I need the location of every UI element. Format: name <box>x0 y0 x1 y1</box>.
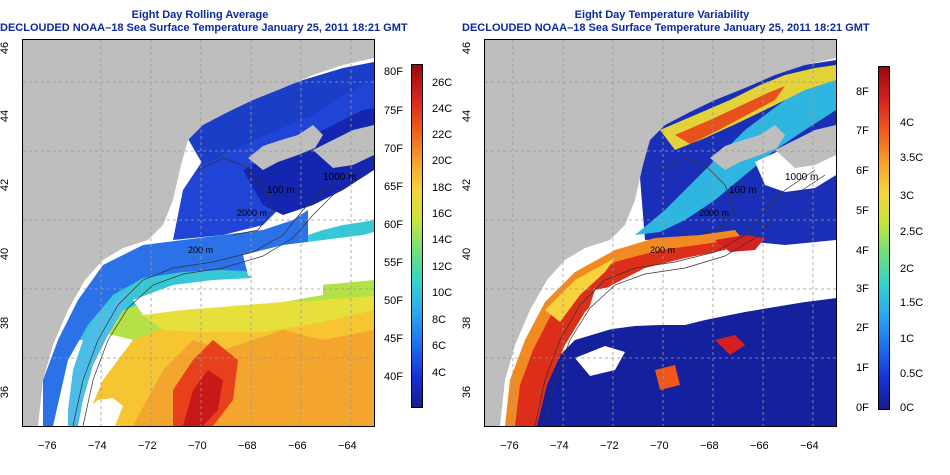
left-cbar-c-label: 8C <box>432 314 447 326</box>
right-colorbar <box>878 66 890 410</box>
left-cbar-c-label: 22C <box>432 129 453 141</box>
right-cbar-f-label: 4F <box>856 245 869 257</box>
left-cbar-c-label: 26C <box>432 77 453 89</box>
left-cbar-f-label: 70F <box>384 143 403 155</box>
left-lon-tick: −74 <box>88 440 107 452</box>
right-cbar-f-label: 5F <box>856 205 869 217</box>
right-lon-tick: −70 <box>650 440 669 452</box>
left-cbar-c-label: 12C <box>432 261 453 273</box>
left-map-subtitle: DECLOUDED NOAA–18 Sea Surface Temperatur… <box>0 22 408 34</box>
right-cbar-c-label: 1.5C <box>900 297 924 309</box>
left-contour-label-2000m: 2000 m <box>237 208 268 218</box>
right-lat-tick: 44 <box>461 109 474 123</box>
left-cbar-f-label: 50F <box>384 295 403 307</box>
right-cbar-f-label: 1F <box>856 362 869 374</box>
left-lon-tick: −66 <box>288 440 307 452</box>
right-lon-tick: −72 <box>600 440 619 452</box>
right-cbar-c-label: 3.5C <box>900 152 924 164</box>
left-cbar-f-label: 65F <box>384 181 403 193</box>
left-cbar-c-label: 20C <box>432 155 453 167</box>
right-lat-tick: 36 <box>461 385 474 399</box>
right-colorbar-gradient <box>879 67 889 409</box>
left-lat-tick: 46 <box>0 41 12 55</box>
left-cbar-f-label: 60F <box>384 219 403 231</box>
right-contour-label-2000m: 2000 m <box>699 208 730 218</box>
right-cbar-c-label: 4C <box>900 117 915 129</box>
left-cbar-f-label: 75F <box>384 105 403 117</box>
left-cbar-c-label: 4C <box>432 367 447 379</box>
right-lon-tick: −76 <box>500 440 519 452</box>
left-lon-tick: −76 <box>38 440 57 452</box>
right-cbar-f-label: 3F <box>856 283 869 295</box>
left-lon-tick: −68 <box>238 440 257 452</box>
right-cbar-f-label: 8F <box>856 86 869 98</box>
left-sst-map[interactable]: 100 m 1000 m 200 m 2000 m <box>22 39 375 427</box>
left-lon-tick: −70 <box>188 440 207 452</box>
right-cbar-c-label: 3C <box>900 190 915 202</box>
left-lon-tick: −72 <box>138 440 157 452</box>
left-cbar-c-label: 10C <box>432 287 453 299</box>
right-cbar-f-label: 2F <box>856 322 869 334</box>
left-cbar-f-label: 40F <box>384 371 403 383</box>
left-contour-label-1000m: 1000 m <box>323 172 357 183</box>
left-contour-label-100m: 100 m <box>267 185 295 196</box>
right-lon-tick: −74 <box>550 440 569 452</box>
right-lon-tick: −64 <box>800 440 819 452</box>
left-lon-tick: −64 <box>338 440 357 452</box>
right-cbar-c-label: 1C <box>900 333 915 345</box>
right-cbar-f-label: 7F <box>856 125 869 137</box>
left-cbar-c-label: 18C <box>432 182 453 194</box>
right-cbar-c-label: 2C <box>900 263 915 275</box>
right-lat-tick: 40 <box>461 247 474 261</box>
left-cbar-f-label: 55F <box>384 257 403 269</box>
right-cbar-c-label: 0C <box>900 402 915 414</box>
right-cbar-c-label: 2.5C <box>900 226 924 238</box>
right-variability-map-svg <box>485 40 836 426</box>
left-cbar-c-label: 16C <box>432 208 453 220</box>
left-sst-map-svg <box>23 40 374 426</box>
right-map-title: Eight Day Temperature Variability <box>574 9 750 21</box>
left-lat-tick: 38 <box>0 316 12 330</box>
right-lat-tick: 46 <box>461 41 474 55</box>
left-contour-label-200m: 200 m <box>188 245 214 255</box>
left-cbar-c-label: 6C <box>432 340 447 352</box>
left-colorbar <box>411 64 423 408</box>
left-cbar-c-label: 24C <box>432 103 453 115</box>
right-lon-tick: −68 <box>700 440 719 452</box>
left-cbar-f-label: 45F <box>384 333 403 345</box>
right-cbar-f-label: 0F <box>856 402 869 414</box>
left-lat-tick: 36 <box>0 385 12 399</box>
right-lon-tick: −66 <box>750 440 769 452</box>
right-cbar-f-label: 6F <box>856 165 869 177</box>
left-lat-tick: 44 <box>0 109 12 123</box>
left-lat-tick: 40 <box>0 247 12 261</box>
left-lat-tick: 42 <box>0 178 12 192</box>
right-map-subtitle: DECLOUDED NOAA–18 Sea Surface Temperatur… <box>462 22 870 34</box>
right-contour-label-100m: 100 m <box>729 185 757 196</box>
left-cbar-c-label: 14C <box>432 234 453 246</box>
right-cbar-c-label: 0.5C <box>900 368 924 380</box>
right-contour-label-1000m: 1000 m <box>785 172 819 183</box>
right-lat-tick: 42 <box>461 178 474 192</box>
right-contour-label-200m: 200 m <box>650 245 676 255</box>
left-colorbar-gradient <box>412 65 422 407</box>
left-map-title: Eight Day Rolling Average <box>131 9 269 21</box>
right-lat-tick: 38 <box>461 316 474 330</box>
right-variability-map[interactable]: 100 m 1000 m 200 m 2000 m <box>484 39 837 427</box>
left-cbar-f-label: 80F <box>384 66 403 78</box>
